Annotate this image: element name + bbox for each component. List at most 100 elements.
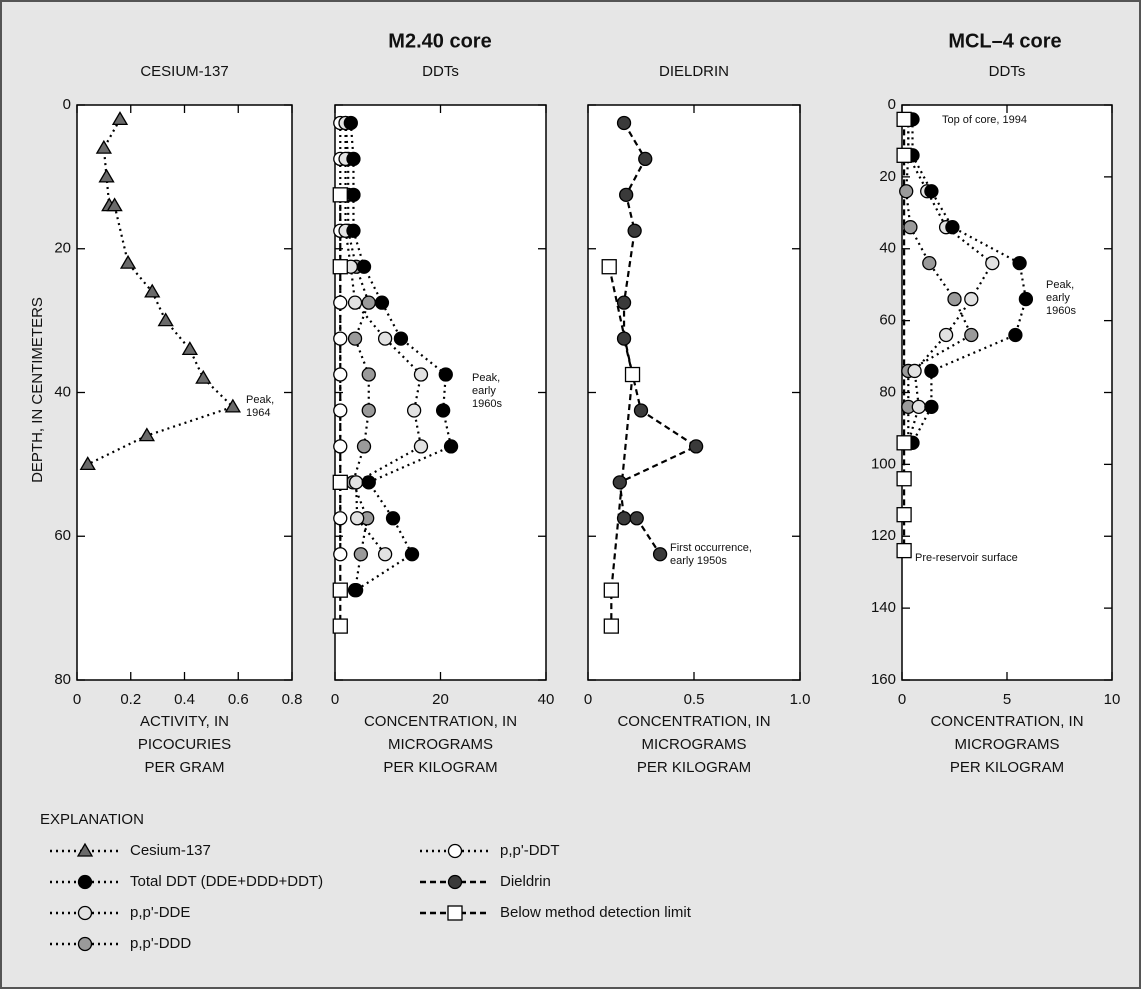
x-axis-label: MICROGRAMS: [388, 736, 493, 753]
square-marker: [896, 435, 912, 451]
triangle-marker: [111, 111, 129, 126]
panel-title: DDTs: [989, 63, 1026, 80]
series-line: [344, 122, 370, 591]
triangle-marker: [144, 283, 161, 298]
y-axis-label: DEPTH, IN CENTIMETERS: [29, 297, 46, 483]
x-tick-label: 0.4: [174, 691, 195, 708]
circle-marker: [346, 223, 361, 238]
circle-marker: [652, 547, 668, 562]
legend-label: Total DDT (DDE+DDD+DDT): [130, 873, 323, 890]
x-axis-label: CONCENTRATION, IN: [617, 713, 770, 730]
x-tick-label: 10: [1104, 691, 1121, 708]
square-marker: [896, 471, 912, 487]
x-tick-label: 0.8: [282, 691, 303, 708]
circle-marker: [438, 367, 453, 382]
circle-marker: [361, 403, 376, 418]
x-axis-label: PER GRAM: [144, 759, 224, 776]
circle-marker: [406, 403, 422, 418]
circle-marker: [333, 547, 348, 562]
x-tick-label: 40: [538, 691, 555, 708]
annotation: First occurrence,: [670, 542, 752, 554]
circle-marker: [77, 936, 93, 952]
circle-marker: [1008, 327, 1023, 343]
triangle-marker: [119, 254, 137, 269]
y-tick-label: 140: [871, 599, 896, 616]
x-axis-label: ACTIVITY, IN: [140, 713, 229, 730]
circle-marker: [356, 439, 372, 454]
plot-area: [334, 104, 547, 681]
circle-marker: [947, 291, 962, 307]
square-marker: [896, 111, 912, 128]
circle-marker: [356, 259, 372, 274]
y-tick-label: 80: [879, 383, 896, 400]
circle-marker: [922, 255, 937, 271]
y-tick-label: 100: [871, 455, 896, 472]
square-marker: [332, 618, 348, 634]
circle-marker: [924, 363, 939, 379]
y-tick-label: 20: [54, 240, 71, 257]
plot-area: [587, 104, 801, 681]
circle-marker: [627, 223, 642, 238]
circle-marker: [964, 291, 979, 307]
square-marker: [896, 542, 912, 559]
circle-marker: [361, 367, 376, 382]
circle-marker: [985, 255, 1000, 271]
circle-marker: [435, 403, 451, 418]
x-tick-label: 0.2: [120, 691, 141, 708]
x-axis-label: CONCENTRATION, IN: [930, 713, 1083, 730]
y-tick-label: 80: [54, 671, 71, 688]
circle-marker: [347, 295, 363, 310]
square-marker: [332, 187, 348, 203]
circle-marker: [616, 511, 632, 526]
y-tick-label: 120: [871, 527, 896, 544]
circle-marker: [911, 399, 926, 415]
circle-marker: [346, 151, 361, 167]
group-title: M2.40 core: [388, 30, 491, 52]
x-axis-label: MICROGRAMS: [642, 736, 747, 753]
x-tick-label: 5: [1003, 691, 1011, 708]
annotation: early 1950s: [670, 555, 727, 567]
circle-marker: [903, 220, 918, 235]
circle-marker: [393, 331, 409, 346]
plot-area: [76, 104, 293, 681]
x-axis-label: PER KILOGRAM: [383, 759, 497, 776]
circle-marker: [377, 331, 393, 346]
y-tick-label: 40: [54, 383, 71, 400]
circle-marker: [404, 547, 420, 562]
circle-marker: [629, 511, 644, 526]
circle-marker: [333, 331, 348, 346]
x-axis-label: PICOCURIES: [138, 736, 231, 753]
circle-marker: [616, 331, 632, 346]
circle-marker: [447, 843, 463, 859]
x-tick-label: 0: [331, 691, 339, 708]
triangle-marker: [157, 312, 174, 327]
circle-marker: [1018, 291, 1034, 307]
annotation: 1960s: [1046, 305, 1076, 317]
annotation: Top of core, 1994: [942, 114, 1027, 126]
legend-label: p,p'-DDT: [500, 842, 560, 859]
circle-marker: [385, 511, 401, 526]
triangle-marker: [195, 369, 212, 384]
circle-marker: [688, 439, 704, 454]
annotation: Peak,: [246, 394, 274, 406]
circle-marker: [447, 874, 463, 890]
x-axis-label: MICROGRAMS: [955, 736, 1060, 753]
y-tick-label: 60: [54, 527, 71, 544]
square-marker: [624, 366, 641, 383]
square-marker: [332, 474, 348, 490]
annotation: Peak,: [1046, 279, 1074, 291]
circle-marker: [77, 905, 93, 921]
triangle-marker: [79, 456, 96, 471]
circle-marker: [348, 475, 364, 490]
square-marker: [896, 507, 912, 523]
circle-marker: [907, 363, 922, 379]
circle-marker: [377, 547, 393, 562]
circle-marker: [443, 439, 459, 454]
x-tick-label: 0: [584, 691, 592, 708]
circle-marker: [343, 115, 358, 131]
circle-marker: [899, 184, 914, 199]
x-tick-label: 1.0: [790, 691, 811, 708]
annotation: early: [1046, 292, 1070, 304]
x-tick-label: 0.6: [228, 691, 249, 708]
square-marker: [332, 259, 348, 275]
